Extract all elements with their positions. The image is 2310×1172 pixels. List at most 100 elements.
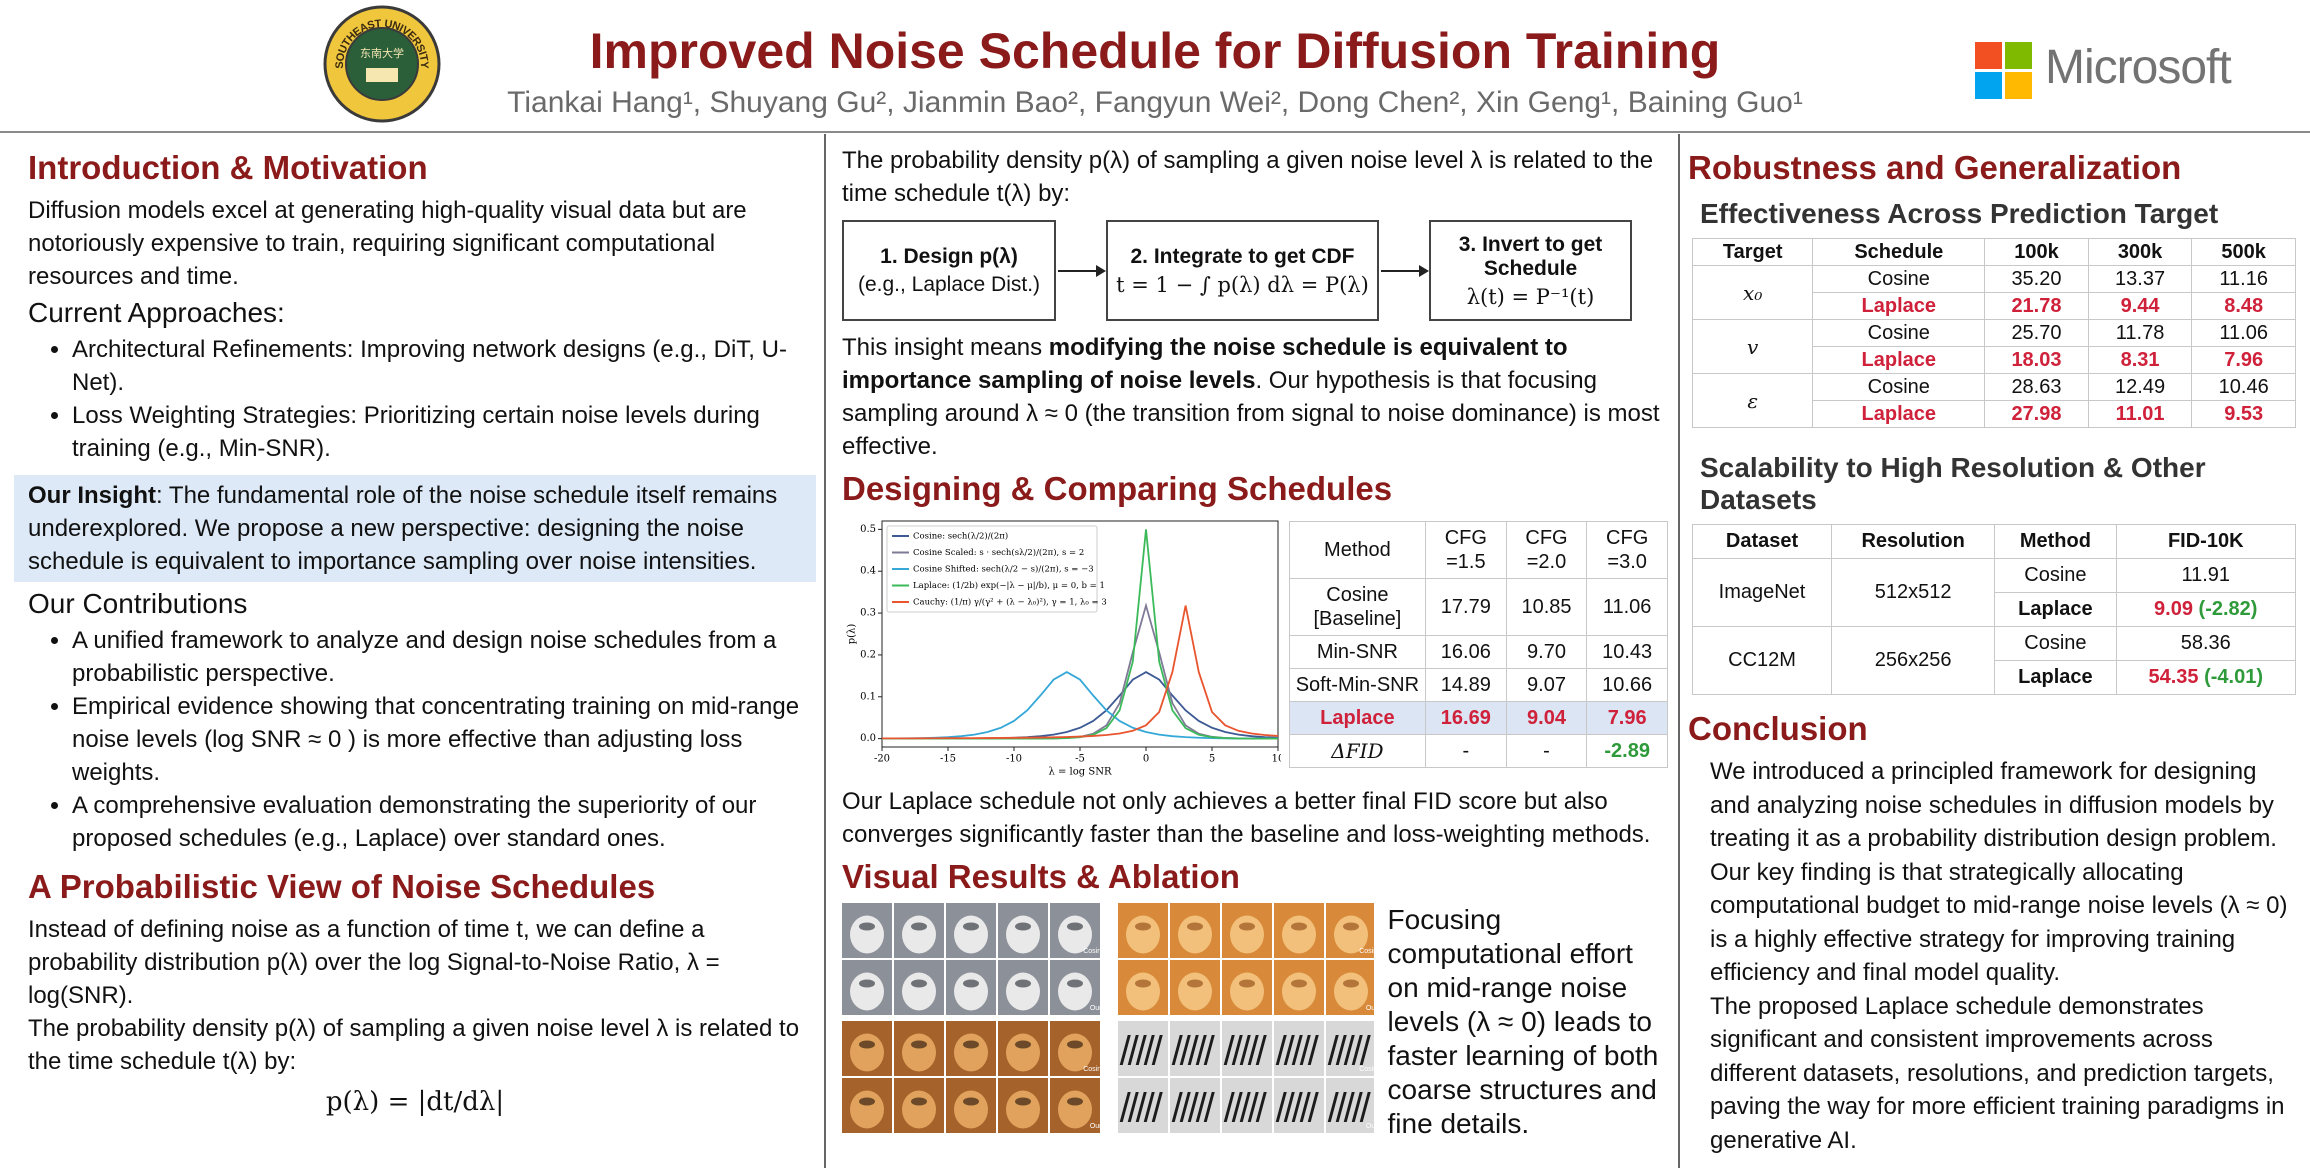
bullet-list: A unified framework to analyze and desig…: [28, 624, 802, 855]
subject-detail: [963, 1097, 979, 1106]
insight-text: : The fundamental role of the noise sche…: [28, 482, 778, 575]
table-cell: -: [1505, 734, 1588, 768]
table-cell: 16.69: [1425, 701, 1507, 735]
table-cell: 9.53: [2191, 400, 2296, 428]
header-cell: Target: [1691, 238, 1814, 266]
table-cell: Laplace: [1812, 292, 1986, 320]
logo-square: [1975, 72, 2002, 99]
method-cell: Cosine: [1994, 626, 2117, 661]
header-cell: CFG =3.0: [1586, 521, 1668, 579]
university-seal: SOUTHEAST UNIVERSITY 东南大学: [323, 5, 441, 123]
company-logo: Microsoft: [1975, 38, 2295, 102]
header: SOUTHEAST UNIVERSITY 东南大学 Improved Noise…: [0, 0, 2310, 133]
column-right: Robustness and Generalization Effectiven…: [1678, 134, 2310, 1168]
stripe: [1195, 1035, 1207, 1065]
subject-detail: [963, 1040, 979, 1049]
table-cell: Cosine [Baseline]: [1288, 578, 1427, 636]
stripe: [1247, 1092, 1259, 1122]
x-tick-label: -10: [1006, 754, 1022, 765]
insight-label: Our Insight: [28, 482, 156, 509]
subject: [1230, 972, 1264, 1011]
subject: [1058, 1033, 1092, 1072]
stripe: [1283, 1035, 1295, 1065]
table-cell: 10.66: [1586, 668, 1668, 702]
method-cell: Laplace: [1994, 660, 2117, 695]
x-axis-label: λ = log SNR: [1048, 767, 1111, 778]
table-cell: 8.48: [2191, 292, 2296, 320]
subject-detail: [963, 979, 979, 988]
stripe: [1359, 1092, 1371, 1122]
header-cell: Resolution: [1831, 524, 1996, 559]
stripe: [1343, 1092, 1355, 1122]
subject: [850, 972, 884, 1011]
subject: [902, 1033, 936, 1072]
stripe: [1239, 1035, 1251, 1065]
subject: [1282, 972, 1316, 1011]
stripe: [1135, 1035, 1147, 1065]
table-cell: Cosine: [1812, 319, 1986, 347]
target-table: Target Schedule 100k 300k 500k x₀ Cosine 35.20 1…: [1691, 238, 2296, 428]
fid-value: 11.91: [2181, 564, 2231, 586]
subject: [1334, 915, 1368, 954]
subject-detail: [859, 1097, 875, 1106]
method-cell: Laplace: [1994, 592, 2117, 627]
table-cell: Cosine: [1812, 373, 1986, 401]
subject-detail: [1239, 979, 1255, 988]
table-row: Laplace 27.98 11.01 9.53: [1693, 400, 2296, 428]
subject: [954, 915, 988, 954]
paragraph: The probability density p(λ) of sampling…: [28, 1015, 800, 1075]
table-row: Laplace 54.35 (-4.01): [1693, 660, 2297, 695]
bullet: A comprehensive evaluation demonstrating…: [72, 789, 802, 855]
subject-detail: [1135, 922, 1151, 931]
stripe: [1283, 1092, 1295, 1122]
sample-grid: Cosine Ours Cosine Ours Cosine Ours Cosine Ours: [842, 903, 1374, 1133]
section-heading: Visual Results & Ablation: [842, 858, 1240, 895]
stripe: [1351, 1035, 1363, 1065]
header-cell: 500k: [2191, 238, 2296, 266]
table-cell: 27.98: [1984, 400, 2089, 428]
table-row: ε Cosine 28.63 12.49 10.46: [1691, 373, 2296, 428]
logo-squares: [1975, 42, 2032, 99]
seal-center: [345, 27, 419, 101]
paragraph: We introduced a principled framework for…: [1710, 758, 2277, 852]
legend-label: Laplace: (1/2b) exp(−|λ − μ|/b), μ = 0, …: [913, 580, 1105, 591]
stripe: [1179, 1035, 1191, 1065]
legend-box: [886, 525, 1098, 613]
subject-detail: [859, 1040, 875, 1049]
table-cell: 14.89: [1425, 668, 1507, 702]
subject-detail: [859, 979, 875, 988]
table-row: ImageNet 512x512 Cosine 11.91: [1691, 558, 2297, 627]
table-cell: 12.49: [2087, 373, 2193, 401]
subject: [850, 915, 884, 954]
cfg-table: Method CFG =1.5 CFG =2.0 CFG =3.0 Cosine [Ba…: [1288, 521, 1668, 768]
x-tick-label: 0: [1143, 754, 1149, 765]
pipeline: 1. Design p(λ) (e.g., Laplace Dist.) 2. I…: [842, 220, 1668, 321]
subject-detail: [859, 922, 875, 931]
header-row: Target Schedule 100k 300k 500k: [1691, 238, 2296, 266]
table-cell: 11.78: [2087, 319, 2193, 347]
stripe: [1307, 1092, 1319, 1122]
table-cell: 11.06: [2191, 319, 2296, 347]
y-axis-label: p(λ): [847, 624, 858, 645]
subject: [850, 1033, 884, 1072]
subheading: Our Contributions: [28, 588, 248, 619]
subject: [1058, 972, 1092, 1011]
x-tick-label: -5: [1075, 754, 1085, 765]
step-title: 2. Integrate to get CDF: [1130, 244, 1355, 268]
table-cell: ΔFID: [1288, 734, 1427, 768]
stripe: [1291, 1092, 1303, 1122]
table-cell: Min-SNR: [1288, 635, 1427, 669]
authors: Tiankai Hang¹, Shuyang Gu², Jianmin Bao²…: [507, 86, 1803, 119]
stripe: [1187, 1092, 1199, 1122]
step-detail: t = 1 − ∫ p(λ) dλ = P(λ): [1116, 272, 1369, 297]
seal-building: [366, 68, 398, 82]
legend-label: Cosine: sech(λ/2)/(2π): [913, 531, 1008, 542]
stripe: [1351, 1092, 1363, 1122]
table-row: v Cosine 25.70 11.78 11.06: [1691, 319, 2296, 374]
subject: [1178, 972, 1212, 1011]
subject: [1006, 1090, 1040, 1129]
subject: [1058, 915, 1092, 954]
bullet-list: Architectural Refinements: Improving net…: [28, 333, 802, 465]
y-tick-label: 0.2: [860, 649, 876, 660]
